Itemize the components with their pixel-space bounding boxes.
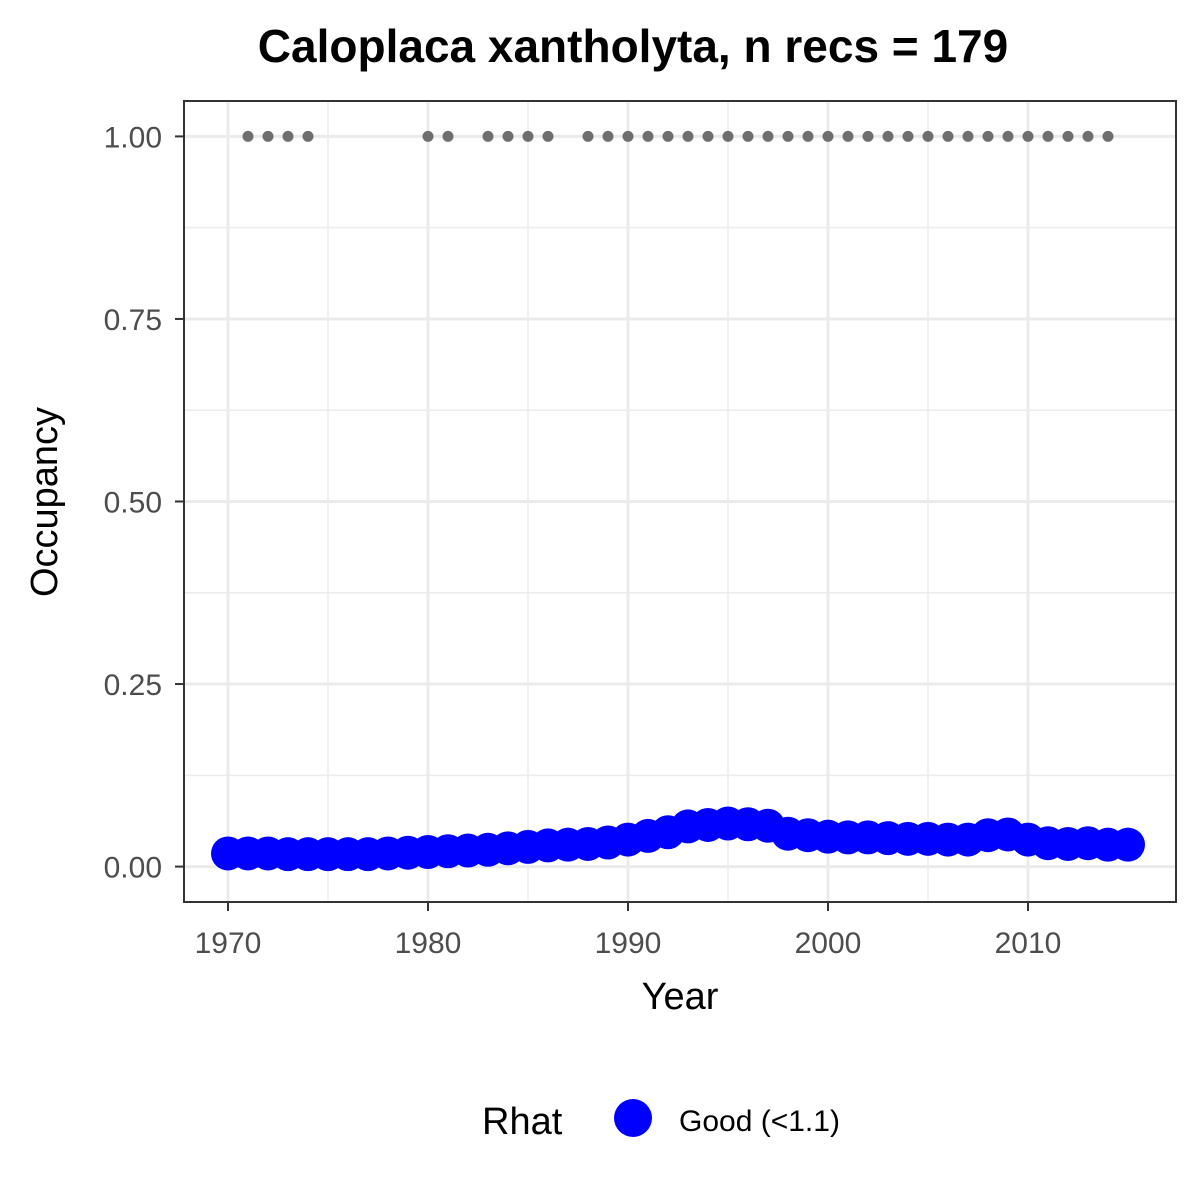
x-tick-label: 2000 xyxy=(795,927,862,960)
legend-key-good xyxy=(614,1099,652,1137)
y-tick-label: 0.00 xyxy=(104,852,162,885)
record-point xyxy=(782,130,794,142)
record-point xyxy=(582,130,594,142)
x-tick-label: 1970 xyxy=(195,927,262,960)
record-point xyxy=(742,130,754,142)
record-point xyxy=(242,130,254,142)
record-point xyxy=(882,130,894,142)
record-point xyxy=(682,130,694,142)
legend: Rhat Good (<1.1) xyxy=(482,1099,840,1143)
record-point xyxy=(702,130,714,142)
x-axis: 1970 1980 1990 2000 2010 xyxy=(195,902,1062,960)
record-point xyxy=(722,130,734,142)
record-point xyxy=(662,130,674,142)
y-tick-label: 0.75 xyxy=(104,304,162,337)
record-point xyxy=(302,130,314,142)
record-point xyxy=(1062,130,1074,142)
record-point xyxy=(922,130,934,142)
legend-label-good: Good (<1.1) xyxy=(679,1105,840,1138)
record-point xyxy=(282,130,294,142)
record-point xyxy=(1002,130,1014,142)
record-point xyxy=(902,130,914,142)
record-point xyxy=(262,130,274,142)
record-point xyxy=(802,130,814,142)
record-point xyxy=(1042,130,1054,142)
y-tick-label: 0.25 xyxy=(104,669,162,702)
record-point xyxy=(622,130,634,142)
grid-lines xyxy=(184,101,1176,902)
x-tick-label: 2010 xyxy=(995,927,1062,960)
record-point xyxy=(822,130,834,142)
record-point xyxy=(602,130,614,142)
chart-title: Caloplaca xantholyta, n recs = 179 xyxy=(258,20,1008,72)
record-point xyxy=(522,130,534,142)
occupancy-points xyxy=(211,806,1145,872)
x-axis-title: Year xyxy=(642,976,719,1018)
record-point xyxy=(962,130,974,142)
record-point xyxy=(1022,130,1034,142)
record-point xyxy=(442,130,454,142)
y-axis: 0.00 0.25 0.50 0.75 1.00 xyxy=(104,121,184,885)
occupancy-point xyxy=(1111,827,1145,862)
record-point xyxy=(502,130,514,142)
record-point xyxy=(542,130,554,142)
record-point xyxy=(1102,130,1114,142)
y-tick-label: 1.00 xyxy=(104,121,162,154)
record-point xyxy=(422,130,434,142)
record-point xyxy=(942,130,954,142)
record-point xyxy=(842,130,854,142)
y-axis-title: Occupancy xyxy=(24,407,66,597)
record-point xyxy=(762,130,774,142)
x-tick-label: 1980 xyxy=(395,927,462,960)
record-point xyxy=(482,130,494,142)
record-point xyxy=(642,130,654,142)
record-point xyxy=(1082,130,1094,142)
x-tick-label: 1990 xyxy=(595,927,662,960)
record-point xyxy=(862,130,874,142)
records-points xyxy=(242,130,1114,142)
legend-title: Rhat xyxy=(482,1101,563,1143)
y-tick-label: 0.50 xyxy=(104,487,162,520)
record-point xyxy=(982,130,994,142)
